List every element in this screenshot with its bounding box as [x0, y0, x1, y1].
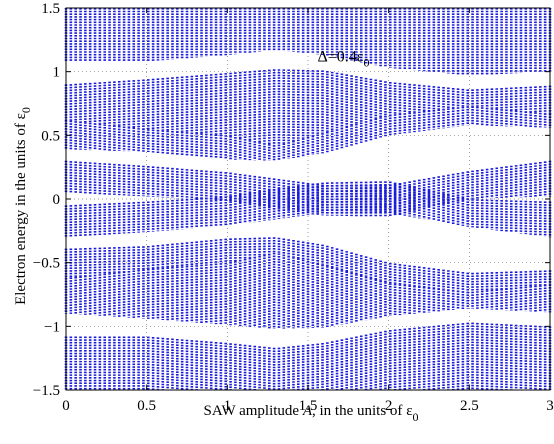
x-tick-label-5: 2.5 [460, 398, 479, 414]
energy-band-8 [64, 322, 552, 390]
x-tick-label-4: 2 [385, 398, 393, 414]
y-tick-label-6: 1.5 [41, 1, 60, 17]
y-tick-label-5: 1 [53, 65, 61, 81]
y-axis-label-symbol: ε [13, 113, 29, 119]
energy-band-5 [64, 181, 552, 238]
y-tick-label-4: 0.5 [41, 128, 60, 144]
delta-annotation-prefix: Δ=0.4 [317, 48, 356, 65]
x-tick-label-6: 3 [546, 398, 554, 414]
y-tick-label-1: −1 [44, 319, 60, 335]
grid-lines [66, 8, 550, 390]
y-tick-label-2: −0.5 [33, 256, 60, 272]
x-tick-label-2: 1 [224, 398, 232, 414]
delta-annotation: Δ=0.4ε0 [317, 48, 369, 69]
energy-band-1 [64, 8, 552, 76]
x-axis-label-var: A [302, 403, 313, 419]
x-axis-label-symbol: ε [406, 403, 412, 419]
energy-band-7 [64, 252, 552, 329]
x-axis-label: SAW amplitude A, in the units of ε0 [203, 403, 418, 424]
x-axis-label-mid: , in the units of [312, 403, 406, 419]
x-tick-label-0: 0 [62, 398, 70, 414]
x-tick-label-1: 0.5 [137, 398, 156, 414]
energy-band-3 [64, 106, 552, 161]
x-axis-label-prefix: SAW amplitude [203, 403, 302, 419]
y-axis-label: Electron energy in the units of ε0 [13, 107, 33, 305]
y-tick-label-3: 0 [53, 192, 61, 208]
axis-ticks: 0 0.5 1 1.5 2 2.5 3 −1.5 −1 −0.5 0 0.5 1 1.5 [33, 1, 554, 414]
delta-annotation-symbol: ε [357, 48, 364, 65]
y-tick-label-0: −1.5 [33, 383, 60, 399]
energy-band-6 [64, 237, 552, 292]
y-axis-label-subscript: 0 [19, 107, 33, 113]
y-axis-label-text: Electron energy in the units of [13, 119, 29, 305]
x-axis-label-subscript: 0 [413, 410, 419, 424]
x-tick-label-3: 1.5 [299, 398, 318, 414]
delta-annotation-subscript: 0 [364, 55, 370, 69]
